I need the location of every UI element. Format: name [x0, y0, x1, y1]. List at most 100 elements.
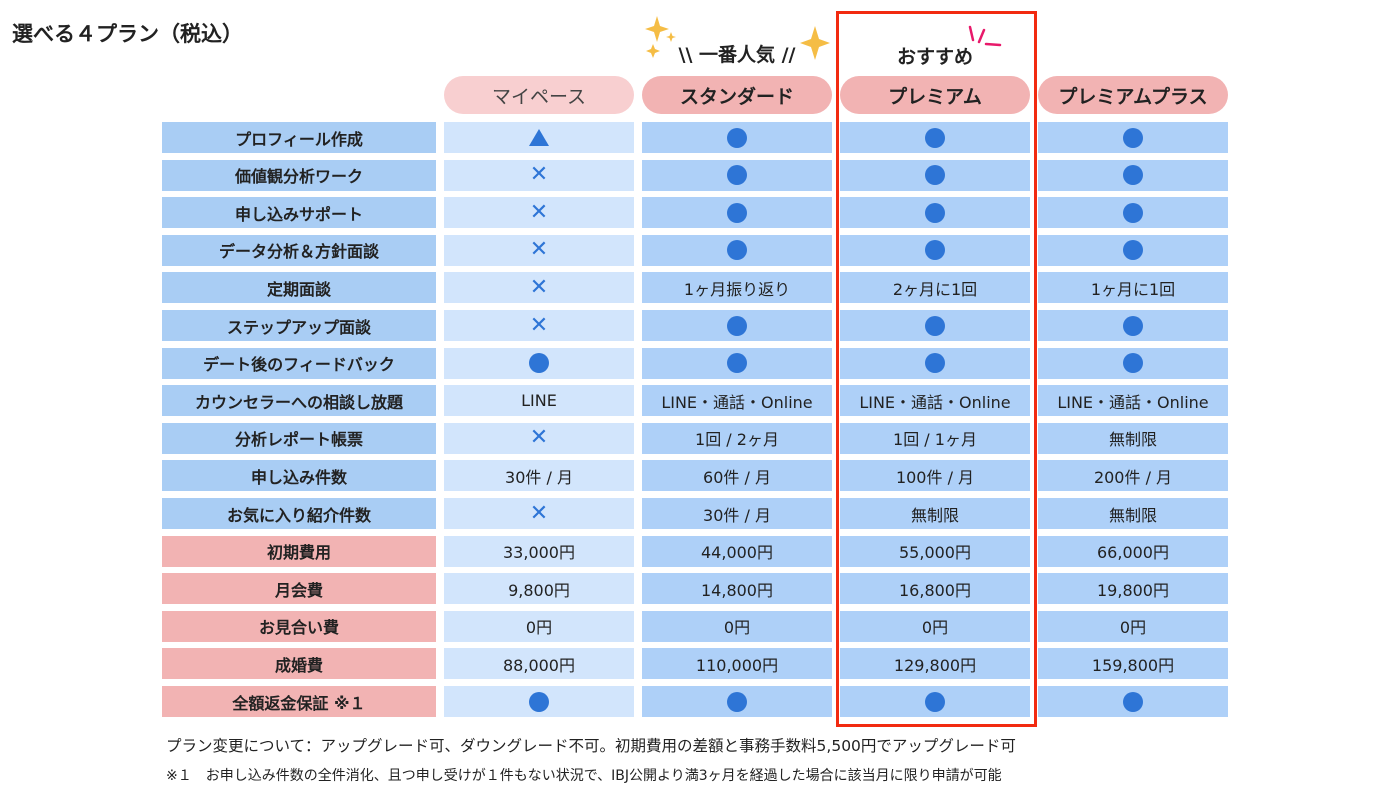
row-label: お気に入り紹介件数 [162, 498, 436, 529]
table-row: お見合い費 0円 0円 0円 0円 [162, 610, 1228, 642]
plan-header-2: プレミアム [840, 76, 1030, 114]
table-cell [840, 347, 1030, 379]
circle-icon [529, 353, 549, 374]
row-label: 価値観分析ワーク [162, 159, 436, 191]
table-cell [642, 159, 832, 191]
table-cell [840, 310, 1030, 341]
table-cell: ✕ [444, 272, 634, 304]
circle-icon [727, 691, 747, 712]
table-cell: 19,800円 [1038, 573, 1228, 605]
table-cell: 33,000円 [444, 535, 634, 567]
triangle-icon [529, 129, 549, 146]
cross-icon: ✕ [529, 274, 549, 300]
table-cell: 1回 / 2ヶ月 [642, 422, 832, 454]
plan-header-3: プレミアムプラス [1038, 76, 1228, 114]
table-row: カウンセラーへの相談し放題 LINE LINE・通話・Online LINE・通話・O… [162, 385, 1228, 417]
table-cell: LINE・通話・Online [642, 385, 832, 417]
table-cell: 16,800円 [840, 573, 1030, 605]
table-cell: LINE [444, 385, 634, 417]
table-cell: 88,000円 [444, 648, 634, 680]
table-cell: 1回 / 1ヶ月 [840, 422, 1030, 454]
table-row: お気に入り紹介件数 ✕ 30件 / 月無制限 無制限 [162, 498, 1228, 529]
circle-icon [1123, 315, 1143, 336]
row-label: 月会費 [162, 573, 436, 605]
table-cell: 無制限 [840, 498, 1030, 529]
table-row: 申し込みサポート ✕ [162, 197, 1228, 229]
table-row: 初期費用 33,000円 44,000円 55,000円 66,000円 [162, 535, 1228, 567]
recommended-highlight-frame [836, 11, 1037, 727]
table-cell [840, 197, 1030, 229]
table-cell [444, 122, 634, 153]
table-row: 成婚費 88,000円 110,000円 129,800円 159,800円 [162, 648, 1228, 680]
row-label: デート後のフィードバック [162, 347, 436, 379]
table-row: 価値観分析ワーク ✕ [162, 159, 1228, 191]
table-cell [1038, 122, 1228, 153]
circle-icon [925, 691, 945, 712]
table-cell [840, 686, 1030, 717]
row-label: 申し込みサポート [162, 197, 436, 229]
table-cell: 0円 [444, 610, 634, 642]
table-cell [642, 234, 832, 266]
table-cell: 0円 [1038, 610, 1228, 642]
table-cell: ✕ [444, 498, 634, 529]
table-cell: LINE・通話・Online [1038, 385, 1228, 417]
plan-change-note: プラン変更について：アップグレード可、ダウングレード不可。初期費用の差額と事務手… [166, 737, 1016, 755]
circle-icon [925, 353, 945, 374]
table-cell [1038, 197, 1228, 229]
table-cell: 14,800円 [642, 573, 832, 605]
table-cell: ✕ [444, 234, 634, 266]
table-cell: 9,800円 [444, 573, 634, 605]
table-cell: 60件 / 月 [642, 460, 832, 492]
cross-icon: ✕ [529, 312, 549, 338]
table-cell [840, 234, 1030, 266]
popular-badge: \\ 一番人気 // [678, 44, 796, 66]
table-cell: 0円 [840, 610, 1030, 642]
table-cell [444, 347, 634, 379]
circle-icon [727, 165, 747, 186]
circle-icon [925, 127, 945, 148]
table-cell: 44,000円 [642, 535, 832, 567]
table-cell [1038, 159, 1228, 191]
table-cell: 30件 / 月 [642, 498, 832, 529]
circle-icon [925, 202, 945, 223]
row-label: プロフィール作成 [162, 122, 436, 153]
table-cell: ✕ [444, 197, 634, 229]
table-cell [642, 686, 832, 717]
table-cell: 1ヶ月に1回 [1038, 272, 1228, 304]
table-cell: 129,800円 [840, 648, 1030, 680]
table-cell [1038, 310, 1228, 341]
table-row: 定期面談 ✕ 1ヶ月振り返り 2ヶ月に1回 1ヶ月に1回 [162, 272, 1228, 304]
cross-icon: ✕ [529, 500, 549, 526]
circle-icon [529, 691, 549, 712]
cross-icon: ✕ [529, 199, 549, 225]
table-cell: 66,000円 [1038, 535, 1228, 567]
table-cell: ✕ [444, 310, 634, 341]
circle-icon [1123, 165, 1143, 186]
row-label: 申し込み件数 [162, 460, 436, 492]
table-cell [840, 122, 1030, 153]
plan-header-0: マイペース [444, 76, 634, 114]
row-label: カウンセラーへの相談し放題 [162, 385, 436, 417]
circle-icon [727, 202, 747, 223]
plan-header-1: スタンダード [642, 76, 832, 114]
table-cell [1038, 234, 1228, 266]
table-row: プロフィール作成 [162, 122, 1228, 153]
table-row: 月会費 9,800円 14,800円 16,800円 19,800円 [162, 573, 1228, 605]
table-cell: 200件 / 月 [1038, 460, 1228, 492]
row-label: 全額返金保証 ※１ [162, 686, 436, 717]
row-label: ステップアップ面談 [162, 310, 436, 341]
table-cell: 159,800円 [1038, 648, 1228, 680]
table-cell: ✕ [444, 422, 634, 454]
circle-icon [1123, 240, 1143, 261]
circle-icon [727, 127, 747, 148]
row-label: 分析レポート帳票 [162, 422, 436, 454]
table-cell [840, 159, 1030, 191]
recommend-badge: おすすめ [896, 46, 973, 68]
emphasis-lines-icon [968, 25, 1002, 47]
table-cell: 0円 [642, 610, 832, 642]
cross-icon: ✕ [529, 237, 549, 263]
table-cell [642, 122, 832, 153]
table-cell [642, 310, 832, 341]
sparkle-icon [645, 16, 830, 60]
table-cell: 100件 / 月 [840, 460, 1030, 492]
